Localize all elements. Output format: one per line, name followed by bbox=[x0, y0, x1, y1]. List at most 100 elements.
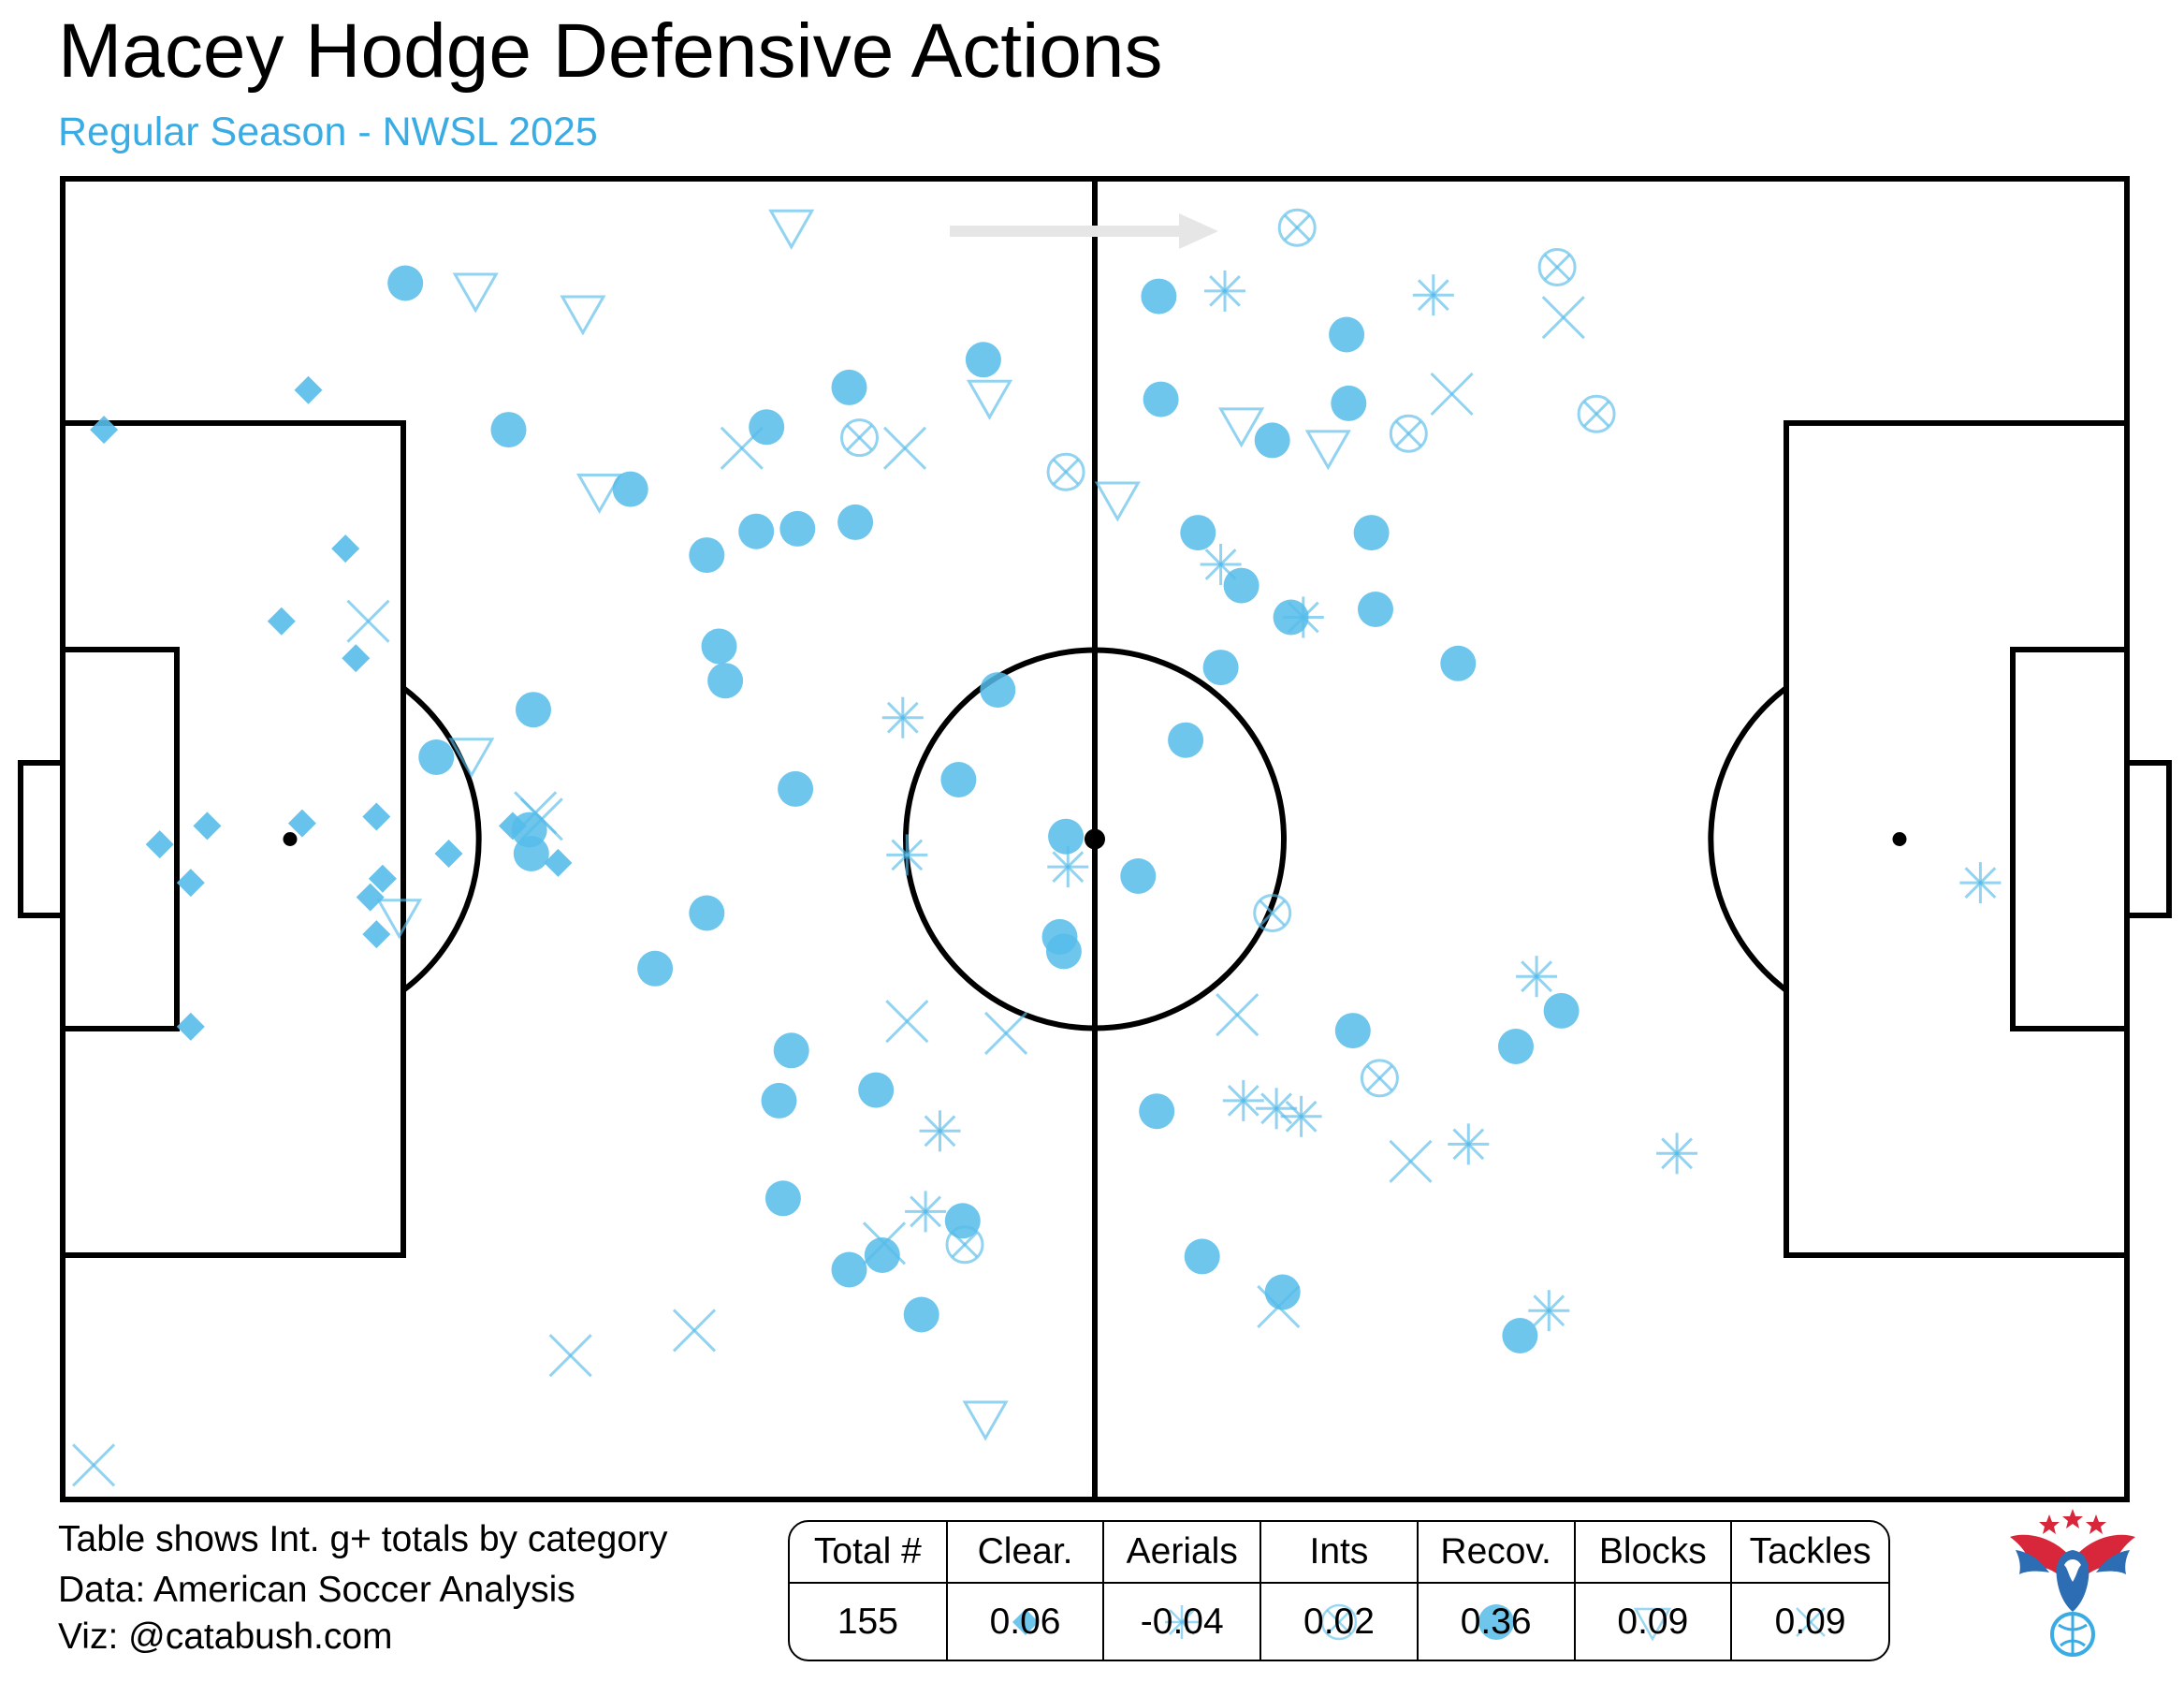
circle-marker bbox=[612, 471, 648, 507]
circle-marker bbox=[1331, 385, 1367, 421]
triangle-down-marker bbox=[560, 295, 606, 336]
circle-marker bbox=[1048, 818, 1085, 855]
triangle-down-marker bbox=[448, 738, 495, 779]
left-penalty-arc bbox=[401, 685, 482, 993]
asterisk-marker bbox=[1280, 1095, 1322, 1137]
diamond-marker bbox=[362, 920, 391, 949]
circle-x-marker bbox=[840, 418, 879, 458]
triangle-down-icon bbox=[1634, 1607, 1672, 1642]
diamond-marker bbox=[90, 416, 119, 445]
cell-clearances: 0.06 bbox=[945, 1583, 1104, 1660]
asterisk-marker bbox=[1412, 274, 1454, 316]
circle-marker bbox=[1223, 567, 1259, 604]
triangle-down-marker bbox=[966, 379, 1013, 420]
triangle-down-marker bbox=[768, 209, 815, 250]
right-penalty-spot bbox=[1892, 832, 1907, 846]
stats-table: Total # Clear. Aerials Ints Recov. Block… bbox=[788, 1520, 1890, 1661]
circle-marker bbox=[689, 895, 725, 931]
header-aerials: Aerials bbox=[1102, 1522, 1261, 1584]
diamond-marker bbox=[294, 375, 323, 404]
x-marker bbox=[1216, 993, 1259, 1037]
circle-marker bbox=[689, 537, 725, 574]
value-blocks: 0.09 bbox=[1617, 1601, 1689, 1642]
circle-x-marker bbox=[1277, 208, 1317, 247]
right-penalty-box bbox=[1784, 420, 2130, 1258]
defensive-action-markers bbox=[72, 208, 2002, 1487]
logo-wings bbox=[2010, 1534, 2135, 1576]
asterisk-marker bbox=[1222, 1079, 1264, 1121]
circle-marker bbox=[1264, 1274, 1301, 1310]
diamond-marker bbox=[331, 534, 360, 563]
footnote-viz-credit: Viz: @catabush.com bbox=[58, 1616, 393, 1657]
pitch-chart bbox=[18, 176, 2172, 1502]
chart-subtitle: Regular Season - NWSL 2025 bbox=[58, 110, 598, 154]
circle-x-icon bbox=[1320, 1603, 1358, 1640]
footnote-data-source: Data: American Soccer Analysis bbox=[58, 1570, 575, 1610]
x-marker bbox=[346, 599, 390, 643]
asterisk-icon bbox=[1165, 1604, 1200, 1639]
x-marker bbox=[548, 1334, 592, 1378]
asterisk-marker bbox=[1959, 862, 2002, 904]
circle-marker bbox=[1141, 278, 1177, 314]
circle-marker bbox=[1202, 650, 1239, 686]
diamond-marker bbox=[368, 864, 397, 893]
circle-marker bbox=[1440, 645, 1477, 681]
circle-marker bbox=[1045, 933, 1082, 970]
asterisk-marker bbox=[905, 1191, 947, 1233]
circle-marker bbox=[1143, 381, 1179, 417]
circle-marker bbox=[749, 409, 785, 446]
value-total: 155 bbox=[837, 1601, 898, 1642]
x-marker bbox=[1257, 1284, 1301, 1329]
circle-marker bbox=[637, 950, 674, 987]
asterisk-marker bbox=[881, 696, 924, 739]
diamond-marker bbox=[356, 883, 385, 912]
circle-marker bbox=[1502, 1318, 1538, 1353]
triangle-down-marker bbox=[962, 1400, 1009, 1441]
circle-marker bbox=[944, 1203, 981, 1239]
circle-marker bbox=[858, 1072, 895, 1108]
header-blocks: Blocks bbox=[1573, 1522, 1732, 1584]
right-penalty-arc bbox=[1708, 685, 1788, 993]
diamond-marker bbox=[287, 809, 316, 838]
diamond-marker bbox=[342, 644, 371, 673]
cell-tackles: 0.09 bbox=[1730, 1583, 1888, 1660]
x-marker bbox=[672, 1309, 717, 1353]
triangle-down-marker bbox=[1304, 430, 1351, 471]
stats-value-row: 155 0.06 -0.04 0.02 0.36 0.09 0.09 bbox=[790, 1583, 1888, 1660]
cell-blocks: 0.09 bbox=[1573, 1583, 1732, 1660]
circle-marker bbox=[1358, 592, 1393, 627]
circle-marker bbox=[707, 663, 744, 699]
left-goal bbox=[18, 760, 66, 918]
circle-marker bbox=[1498, 1029, 1534, 1064]
circle-x-marker bbox=[1389, 414, 1428, 453]
circle-marker bbox=[513, 836, 549, 871]
circle-marker bbox=[965, 342, 1001, 378]
header-interceptions: Ints bbox=[1259, 1522, 1418, 1584]
circle-marker bbox=[516, 692, 551, 728]
asterisk-marker bbox=[1448, 1123, 1490, 1165]
circle-marker bbox=[1180, 515, 1216, 551]
asterisk-marker bbox=[1516, 956, 1558, 998]
cell-recoveries: 0.36 bbox=[1416, 1583, 1575, 1660]
circle-marker bbox=[1168, 722, 1204, 758]
header-total: Total # bbox=[790, 1522, 947, 1584]
right-six-yard-box bbox=[2010, 647, 2130, 1031]
circle-marker bbox=[1184, 1238, 1220, 1275]
header-clearances: Clear. bbox=[945, 1522, 1104, 1584]
circle-marker bbox=[387, 265, 424, 301]
circle-marker bbox=[701, 628, 737, 665]
circle-marker bbox=[940, 762, 977, 797]
x-marker bbox=[72, 1443, 116, 1487]
circle-marker bbox=[1139, 1093, 1175, 1130]
x-marker bbox=[1430, 372, 1474, 417]
diamond-marker bbox=[362, 802, 391, 831]
diamond-marker bbox=[145, 830, 174, 859]
circle-marker bbox=[764, 1180, 801, 1217]
attack-direction-arrow bbox=[950, 213, 1218, 249]
x-marker bbox=[1541, 296, 1585, 340]
triangle-down-marker bbox=[1218, 407, 1265, 448]
asterisk-marker bbox=[1256, 1088, 1298, 1130]
circle-marker bbox=[1543, 992, 1580, 1029]
pitch-lines bbox=[18, 176, 2172, 1502]
value-clearances: 0.06 bbox=[989, 1601, 1061, 1642]
